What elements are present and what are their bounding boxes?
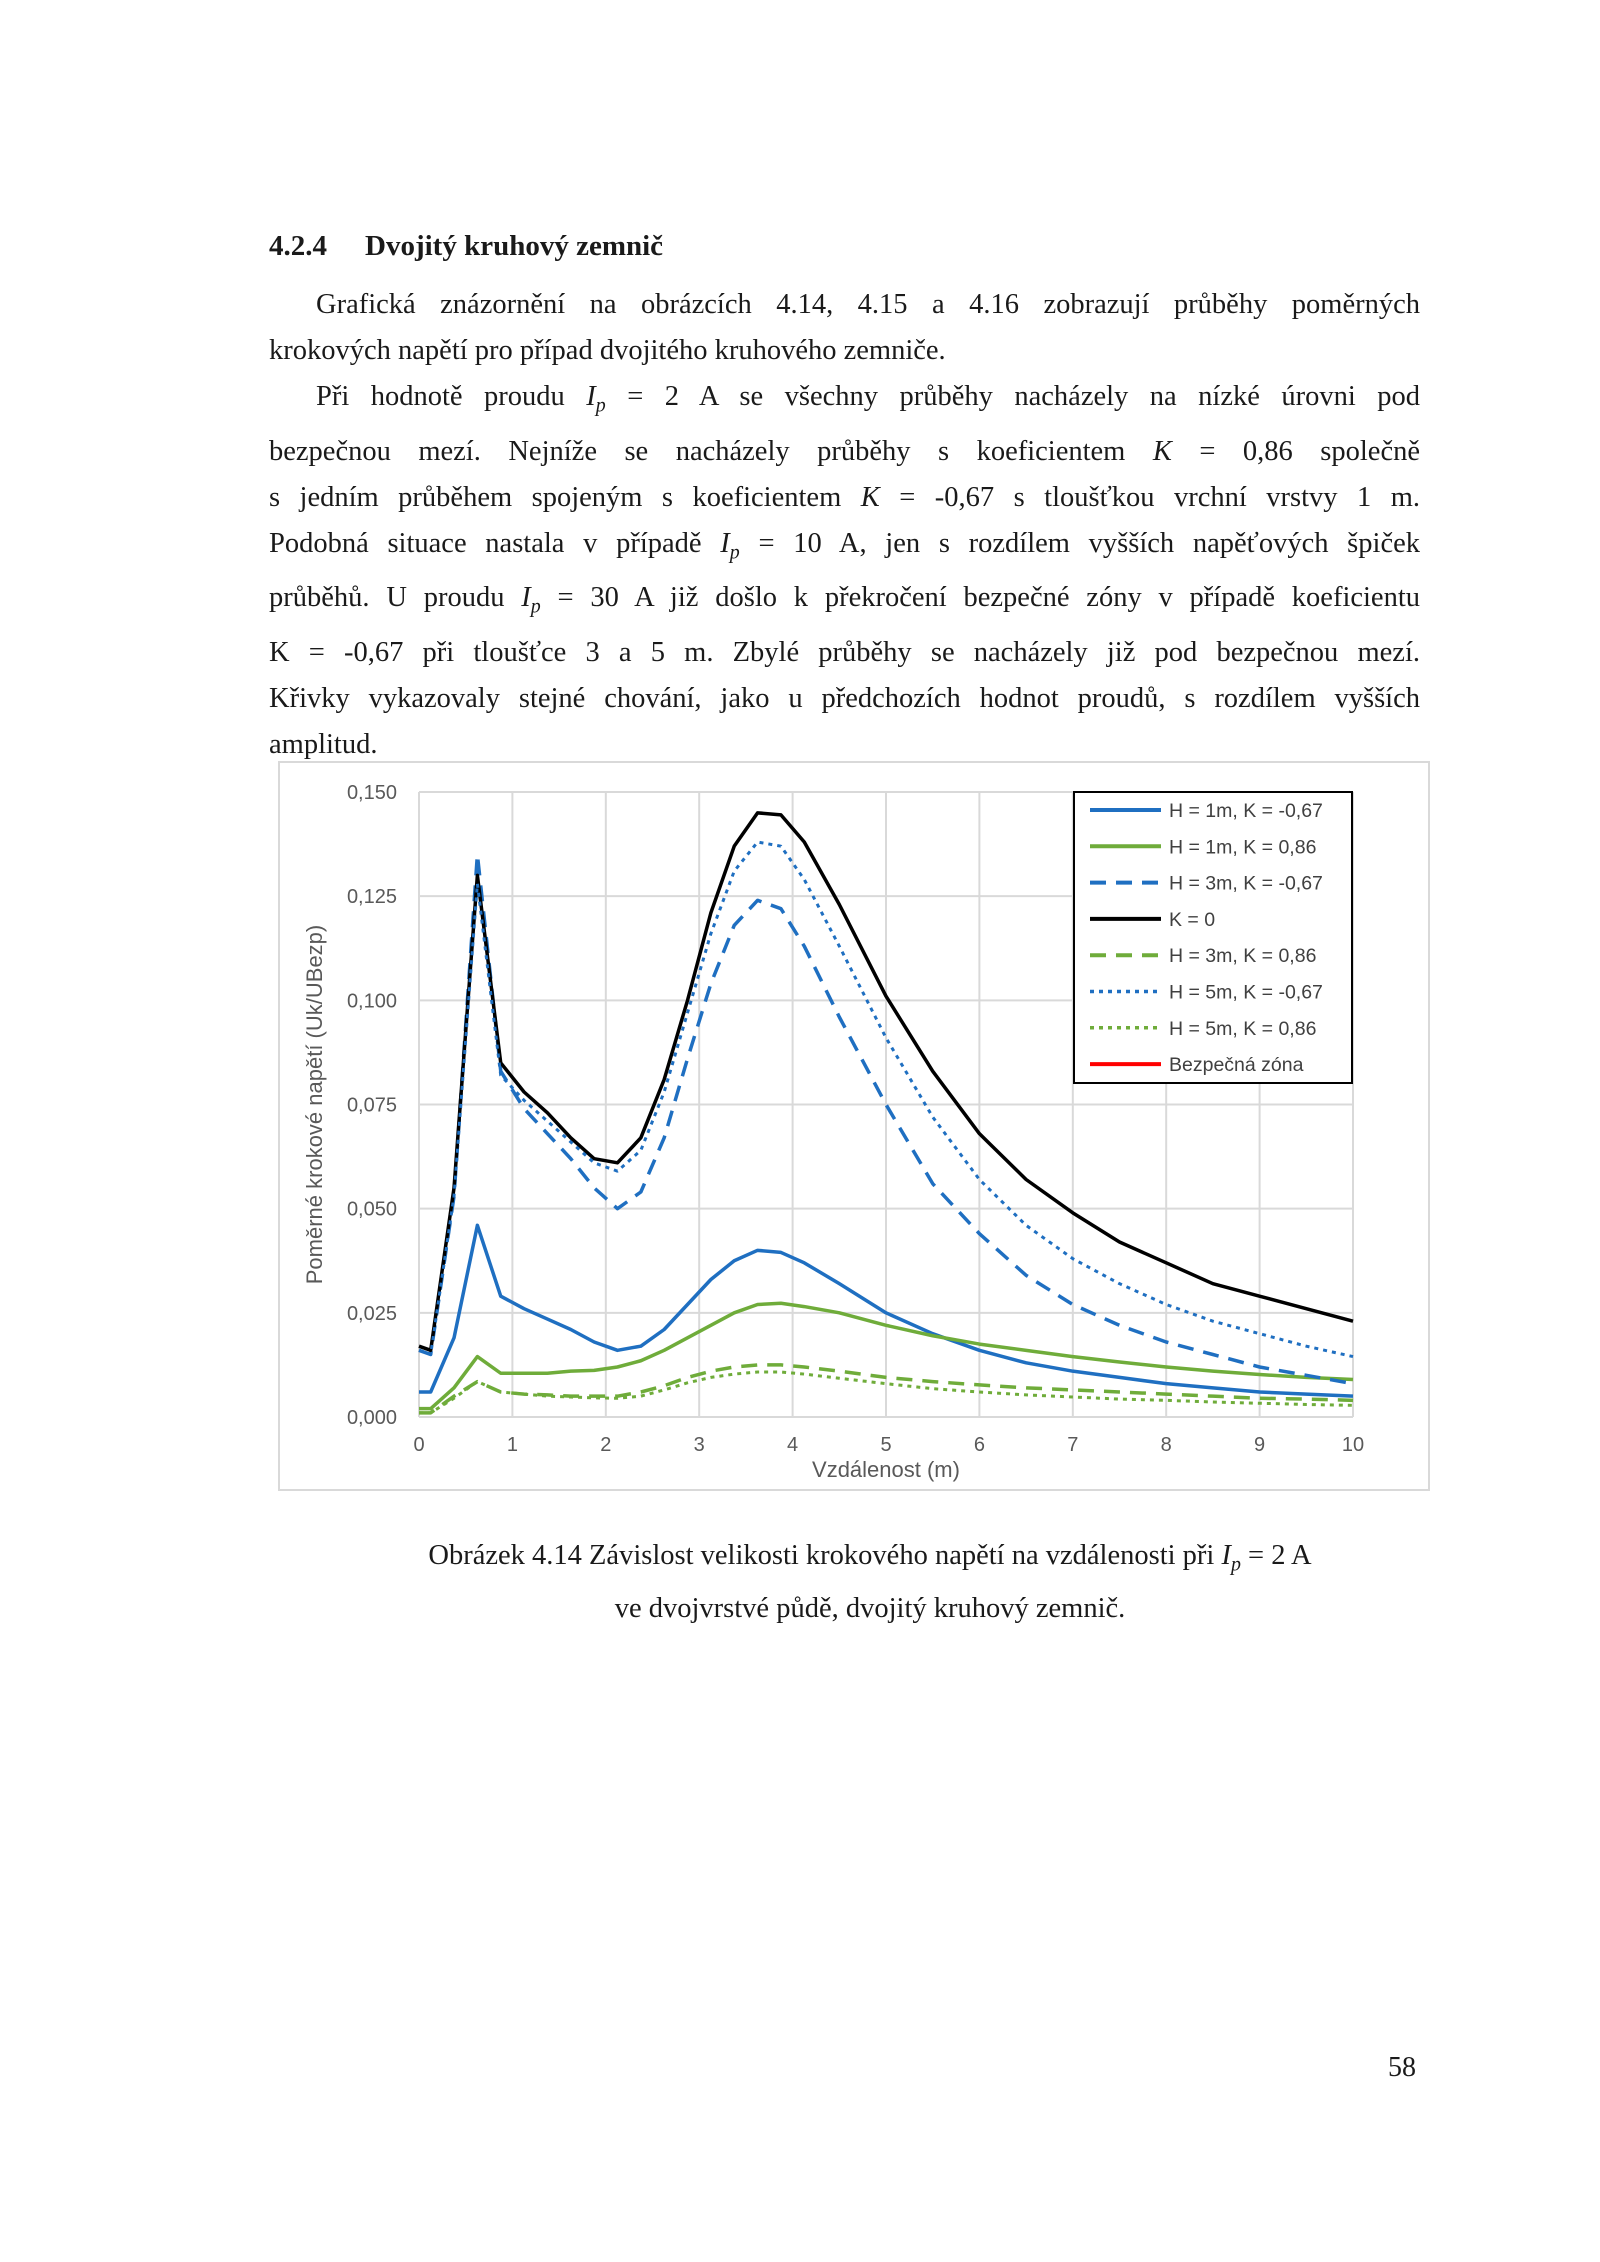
legend-label: H = 1m, K = 0,86	[1169, 836, 1316, 858]
legend-box	[1073, 791, 1353, 1084]
y-tick-label: 0,100	[347, 990, 397, 1012]
text-run: Křivky vykazovaly stejné chování, jako u…	[269, 683, 1420, 715]
series-line-4	[419, 1363, 1354, 1415]
series-line-2	[418, 852, 1354, 1386]
x-tick-label: 6	[974, 1434, 985, 1456]
math-symbol: Ip	[1221, 1540, 1240, 1576]
legend-label: H = 5m, K = -0,67	[1169, 982, 1323, 1004]
legend-label: H = 5m, K = 0,86	[1169, 1018, 1316, 1040]
math-subscript: p	[729, 541, 740, 564]
math-subscript: p	[595, 394, 606, 417]
text-run: Grafická znázornění na obrázcích 4.14, 4…	[316, 289, 1420, 320]
legend-label: H = 3m, K = -0,67	[1169, 873, 1323, 895]
legend-label: K = 0	[1169, 909, 1215, 931]
x-tick-label: 5	[880, 1434, 891, 1456]
y-tick-label: 0,000	[347, 1407, 397, 1429]
paragraph-line: K = -0,67 při tloušťce 3 a 5 m. Zbylé pr…	[269, 630, 1420, 676]
caption-line-2: ve dvojvrstvé půdě, dvojitý kruhový zemn…	[269, 1587, 1471, 1631]
chart-legend: H = 1m, K = -0,67 H = 1m, K = 0,86 H = 3m,…	[1073, 791, 1353, 1084]
text-run: K = -0,67 při tloušťce 3 a 5 m. Zbylé pr…	[269, 637, 1420, 669]
paragraph-line: amplitud.	[269, 722, 1420, 768]
paragraph-line: Podobná situace nastala v případě Ip = 1…	[269, 521, 1420, 576]
y-tick-label: 0,075	[347, 1095, 397, 1117]
series-line-3	[418, 811, 1354, 1353]
paragraph-line: Křivky vykazovaly stejné chování, jako u…	[269, 676, 1420, 722]
math-variable: I	[1221, 1540, 1231, 1571]
paragraph-line: s jedním průběhem spojeným s koeficiente…	[269, 475, 1420, 521]
text-run: = 2 A	[1240, 1540, 1312, 1571]
series-line-0	[419, 1223, 1354, 1398]
math-variable: I	[586, 381, 596, 412]
legend-label: Bezpečná zóna	[1169, 1054, 1304, 1076]
math-symbol: Ip	[586, 381, 605, 417]
text-run: s jedním průběhem spojeným s koeficiente…	[269, 481, 861, 513]
x-tick-label: 8	[1161, 1434, 1172, 1456]
paragraph-line: Grafická znázornění na obrázcích 4.14, 4…	[269, 282, 1420, 328]
text-run: amplitud.	[269, 729, 378, 761]
legend-label: H = 3m, K = 0,86	[1169, 945, 1316, 967]
math-symbol: Ip	[521, 582, 540, 618]
text-run: = 0,86 společně	[1171, 435, 1420, 467]
x-tick-label: 0	[413, 1434, 424, 1456]
text-run: = 2 A se všechny průběhy nacházely na ní…	[605, 381, 1420, 412]
paragraph-line: krokových napětí pro případ dvojitého kr…	[269, 328, 1420, 374]
x-tick-label: 10	[1342, 1434, 1364, 1456]
text-run: krokových napětí pro případ dvojitého kr…	[269, 335, 946, 366]
text-run: = -0,67 s tloušťkou vrchní vrstvy 1 m.	[879, 481, 1420, 513]
text-run: Obrázek 4.14 Závislost velikosti krokové…	[428, 1540, 1222, 1571]
math-variable: K	[1152, 435, 1172, 467]
figure-caption: Obrázek 4.14 Závislost velikosti krokové…	[269, 1534, 1471, 1631]
math-symbol: K	[861, 482, 880, 513]
series-line-5	[418, 840, 1354, 1359]
math-variable: I	[720, 527, 730, 559]
series-line-1	[419, 1301, 1354, 1411]
x-tick-label: 9	[1254, 1434, 1265, 1456]
text-run: bezpečnou mezí. Nejníže se nacházely prů…	[269, 435, 1153, 467]
math-symbol: K	[1153, 436, 1172, 467]
text-run: = 30 A již došlo k překročení bezpečné z…	[540, 582, 1420, 614]
math-subscript: p	[530, 596, 541, 619]
text-run: Podobná situace nastala v případě	[269, 527, 721, 559]
math-subscript: p	[1230, 1553, 1241, 1576]
x-tick-label: 2	[600, 1434, 611, 1456]
section-number: 4.2.4	[269, 230, 327, 262]
y-tick-label: 0,025	[347, 1303, 397, 1325]
math-variable: I	[521, 582, 531, 614]
figure-chart: 0,000 0,025 0,050 0,075 0,100 0,125 0,150 0 1 2 3 4…	[278, 761, 1430, 1491]
x-tick-label: 7	[1067, 1434, 1078, 1456]
x-tick-label: 1	[507, 1434, 518, 1456]
y-axis-title: Poměrné krokové napětí (Uk/UBezp)	[302, 925, 327, 1285]
text-run: ve dvojvrstvé půdě, dvojitý kruhový zemn…	[614, 1592, 1126, 1624]
text-run: Při hodnotě proudu	[316, 381, 587, 412]
paragraph-line: Při hodnotě proudu Ip = 2 A se všechny p…	[269, 374, 1420, 429]
math-variable: K	[860, 481, 880, 513]
body-text: Grafická znázornění na obrázcích 4.14, 4…	[269, 282, 1420, 768]
caption-line-1: Obrázek 4.14 Závislost velikosti krokové…	[269, 1534, 1471, 1587]
line-chart: 0,000 0,025 0,050 0,075 0,100 0,125 0,150 0 1 2 3 4…	[302, 782, 1364, 1482]
x-tick-label: 3	[694, 1434, 705, 1456]
section-heading: 4.2.4 Dvojitý kruhový zemnič	[269, 230, 663, 263]
page-number: 58	[1388, 2052, 1416, 2083]
x-axis-title: Vzdálenost (m)	[812, 1457, 960, 1482]
section-title: Dvojitý kruhový zemnič	[365, 230, 664, 262]
text-run: = 10 A, jen s rozdílem vyšších napěťovýc…	[739, 527, 1420, 559]
y-tick-label: 0,050	[347, 1199, 397, 1221]
paragraph-line: průběhů. U proudu Ip = 30 A již došlo k …	[269, 575, 1420, 630]
paragraph-line: bezpečnou mezí. Nejníže se nacházely prů…	[269, 429, 1420, 475]
text-run: průběhů. U proudu	[269, 582, 522, 614]
x-tick-label: 4	[787, 1434, 798, 1456]
y-tick-label: 0,150	[347, 782, 397, 804]
legend-label: H = 1m, K = -0,67	[1169, 800, 1323, 822]
y-tick-label: 0,125	[347, 886, 397, 908]
math-symbol: Ip	[720, 527, 739, 564]
